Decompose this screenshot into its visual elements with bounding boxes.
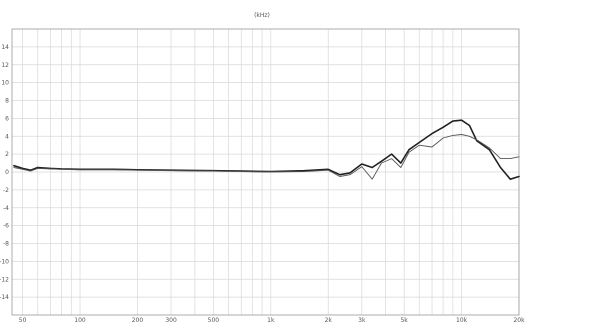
x-tick-label: 200 (132, 317, 144, 323)
y-tick-label: 10 (1, 80, 9, 87)
y-tick-label: 14 (1, 44, 9, 51)
plot-frame (11, 28, 520, 316)
x-tick-label: 50 (19, 317, 27, 323)
chart-title: (kHz) (254, 12, 270, 19)
y-tick-labels: 14 12 10 8 6 4 2 0 -2 -4 -6 -8 -10 -12 -14 (0, 44, 9, 301)
x-tick-label: 3k (358, 317, 366, 323)
y-tick-label: -8 (3, 241, 9, 248)
y-tick-label: -4 (3, 205, 9, 212)
y-tick-label: -10 (0, 258, 9, 265)
x-tick-label: 20k (513, 317, 525, 323)
y-tick-label: 12 (1, 62, 9, 69)
y-tick-label: -12 (0, 276, 9, 283)
y-tick-label: -14 (0, 294, 9, 301)
series-line-2 (13, 134, 520, 180)
y-tick-label: -6 (3, 223, 9, 230)
x-tick-label: 300 (165, 317, 177, 323)
x-tick-labels: 50 100 200 300 500 1k 2k 3k 5k 10k 20k (19, 317, 525, 323)
y-tick-label: 4 (5, 133, 9, 140)
y-tick-label: 2 (5, 151, 9, 158)
x-tick-label: 10k (456, 317, 468, 323)
x-tick-label: 100 (74, 317, 86, 323)
y-tick-label: -2 (3, 187, 9, 194)
x-tick-label: 2k (325, 317, 333, 323)
x-tick-label: 500 (208, 317, 220, 323)
y-tick-label: 8 (5, 98, 9, 105)
series-layer (13, 119, 520, 180)
x-tick-label: 5k (400, 317, 408, 323)
x-tick-label: 1k (267, 317, 275, 323)
y-tick-label: 0 (5, 169, 9, 176)
y-tick-label: 6 (5, 115, 9, 122)
